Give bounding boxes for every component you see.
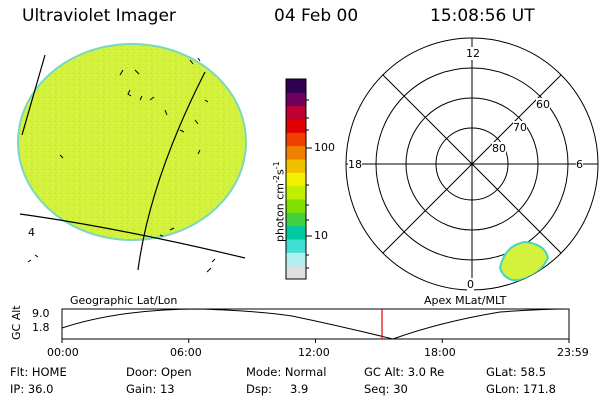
longitude-line-left bbox=[21, 54, 46, 136]
color-bar-stripe bbox=[286, 172, 306, 187]
color-bar-stripe bbox=[286, 145, 306, 160]
color-bar-frame bbox=[285, 78, 307, 280]
mlt-label-18: 18 bbox=[348, 158, 362, 171]
timeline-xtick-0000: 00:00 bbox=[47, 346, 79, 359]
color-bar-stripe bbox=[286, 185, 306, 200]
door-info: Door: Open bbox=[126, 365, 192, 379]
color-bar-stripe bbox=[286, 79, 306, 93]
color-bar-stripe bbox=[286, 265, 306, 280]
color-bar-stripe bbox=[286, 199, 306, 213]
color-bar-stripe bbox=[286, 119, 306, 133]
gain-info: Gain: 13 bbox=[126, 382, 175, 396]
color-bar-stripe bbox=[286, 159, 306, 173]
time-label: 15:08:56 UT bbox=[430, 6, 535, 26]
flight-info: Flt: HOME bbox=[10, 365, 67, 379]
ip-info: IP: 36.0 bbox=[10, 382, 54, 396]
color-bar-stripe bbox=[286, 239, 306, 253]
latitude-line bbox=[19, 213, 246, 259]
color-bar-label-10: 10 bbox=[314, 229, 328, 242]
geographic-caption: Geographic Lat/Lon bbox=[70, 294, 178, 307]
glon-info: GLon: 171.8 bbox=[486, 382, 556, 396]
color-bar-stripe bbox=[286, 212, 306, 227]
color-bar-stripe bbox=[286, 252, 306, 267]
polar-diagonal-2 bbox=[382, 74, 562, 254]
mlt-label-6: 6 bbox=[576, 158, 583, 171]
dsp-label: Dsp: bbox=[246, 382, 273, 396]
timeline-xtick-2359: 23:59 bbox=[557, 346, 589, 359]
panel-marker: 4 bbox=[28, 226, 35, 239]
date-label: 04 Feb 00 bbox=[274, 6, 359, 26]
timeline-ytick-top: 9.0 bbox=[32, 307, 50, 320]
glat-info: GLat: 58.5 bbox=[486, 365, 547, 379]
dsp-value: 3.9 bbox=[290, 382, 309, 396]
color-bar-stripe bbox=[286, 225, 306, 240]
sequence-info: Seq: 30 bbox=[364, 382, 408, 396]
color-bar-label-100: 100 bbox=[314, 141, 335, 154]
apex-caption: Apex MLat/MLT bbox=[424, 294, 507, 307]
longitude-line bbox=[137, 71, 206, 271]
mlt-label-12: 12 bbox=[466, 47, 480, 60]
timeline-xtick-0600: 06:00 bbox=[170, 346, 202, 359]
off-disk-coastline bbox=[27, 57, 216, 273]
mode-info: Mode: Normal bbox=[246, 365, 327, 379]
timeline-axis-label: GC Alt bbox=[10, 305, 23, 340]
coastline-fragments bbox=[59, 69, 209, 238]
altitude-curve bbox=[61, 308, 570, 340]
timeline-xtick-1200: 12:00 bbox=[298, 346, 330, 359]
auroral-image-patch bbox=[498, 240, 550, 282]
mlat-label-80: 80 bbox=[492, 142, 506, 155]
timeline-xtick-1800: 18:00 bbox=[424, 346, 456, 359]
timeline-ytick-bottom: 1.8 bbox=[32, 321, 50, 334]
earth-disk bbox=[19, 45, 245, 239]
color-bar-stripe bbox=[286, 132, 306, 147]
color-bar-stripe bbox=[286, 92, 306, 107]
mlat-label-70: 70 bbox=[513, 121, 527, 134]
color-bar-stripe bbox=[286, 105, 306, 120]
app-title: Ultraviolet Imager bbox=[22, 6, 176, 26]
mlt-label-0: 0 bbox=[467, 278, 474, 291]
gc-altitude-info: GC Alt: 3.0 Re bbox=[364, 365, 445, 379]
mlat-label-60: 60 bbox=[536, 98, 550, 111]
